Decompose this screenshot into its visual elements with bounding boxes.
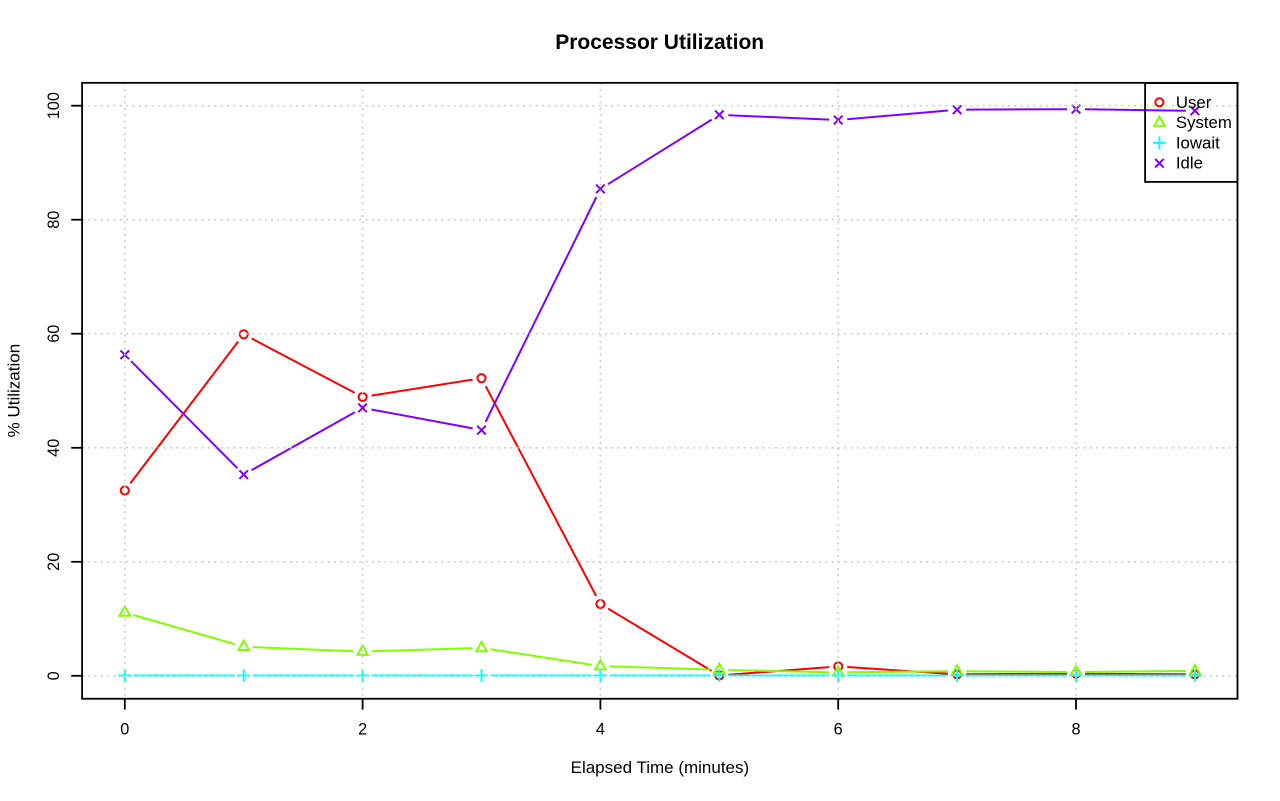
svg-text:Elapsed Time (minutes): Elapsed Time (minutes) — [571, 758, 750, 777]
svg-text:40: 40 — [45, 439, 63, 457]
svg-text:2: 2 — [358, 720, 367, 738]
svg-text:Iowait: Iowait — [1176, 133, 1220, 152]
svg-text:80: 80 — [45, 211, 63, 229]
svg-text:0: 0 — [120, 720, 129, 738]
svg-text:Processor Utilization: Processor Utilization — [555, 31, 764, 54]
svg-text:Idle: Idle — [1176, 154, 1203, 173]
svg-text:8: 8 — [1071, 720, 1080, 738]
svg-text:User: User — [1176, 93, 1212, 112]
svg-text:System: System — [1176, 113, 1232, 132]
svg-text:% Utilization: % Utilization — [5, 344, 24, 438]
svg-text:100: 100 — [45, 92, 63, 119]
svg-text:20: 20 — [45, 553, 63, 571]
svg-text:4: 4 — [596, 720, 605, 738]
svg-text:60: 60 — [45, 325, 63, 343]
svg-text:0: 0 — [45, 671, 63, 680]
svg-text:6: 6 — [834, 720, 843, 738]
